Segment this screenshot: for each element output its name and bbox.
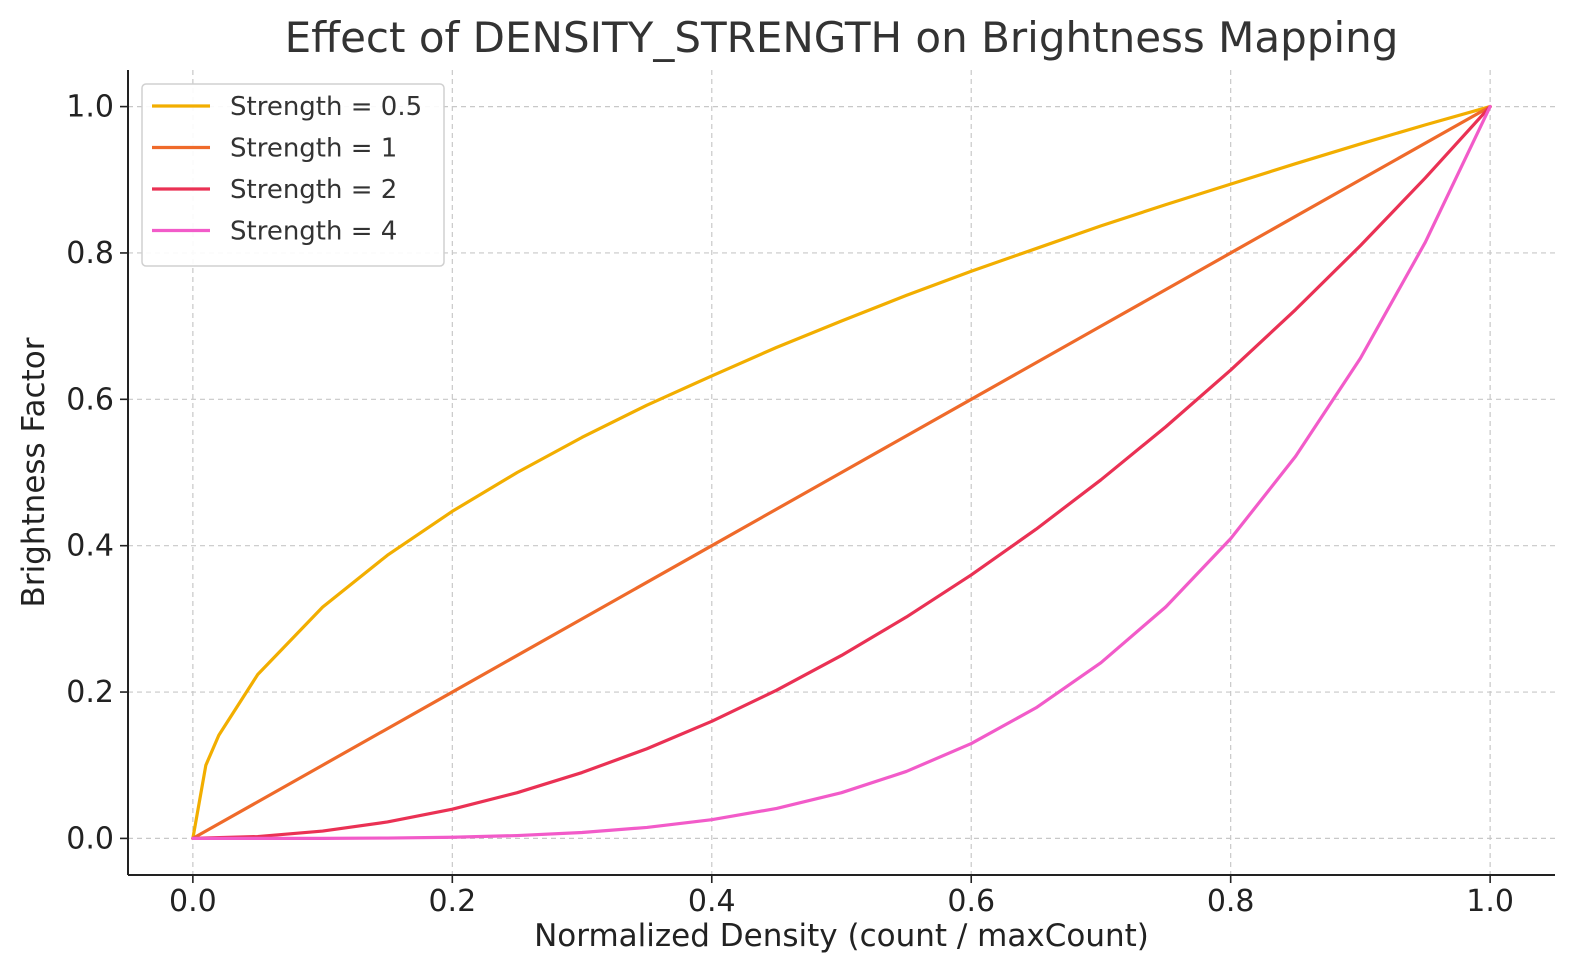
legend-label-0: Strength = 0.5: [230, 92, 422, 122]
y-tick-label-2: 0.4: [66, 529, 114, 564]
y-tick-label-1: 0.2: [66, 675, 114, 710]
series-line-0: [191, 104, 1492, 841]
x-tick-label-3: 0.6: [947, 884, 995, 919]
x-axis-label: Normalized Density (count / maxCount): [534, 918, 1149, 954]
legend-label-2: Strength = 2: [230, 175, 397, 205]
y-tick-label-4: 0.8: [66, 236, 114, 271]
legend-label-1: Strength = 1: [230, 134, 397, 164]
x-tick-label-2: 0.4: [688, 884, 736, 919]
series-group: [191, 104, 1492, 841]
y-tick-label-0: 0.0: [66, 821, 114, 856]
series-line-1: [191, 104, 1492, 841]
x-tick-label-1: 0.2: [428, 884, 476, 919]
y-tick-label-5: 1.0: [66, 90, 114, 125]
legend: Strength = 0.5 Strength = 1 Strength = 2 St…: [141, 83, 445, 267]
x-tick-label-0: 0.0: [169, 884, 217, 919]
x-tick-label-4: 0.8: [1207, 884, 1255, 919]
series-line-2: [191, 104, 1492, 841]
y-tick-label-3: 0.6: [66, 382, 114, 417]
legend-label-3: Strength = 4: [230, 217, 397, 247]
series-line-3: [191, 104, 1492, 841]
chart-title: Effect of DENSITY_STRENGTH on Brightness…: [285, 13, 1399, 62]
y-axis-label: Brightness Factor: [16, 337, 52, 607]
x-tick-label-5: 1.0: [1466, 884, 1514, 919]
legend-box: [141, 83, 445, 267]
